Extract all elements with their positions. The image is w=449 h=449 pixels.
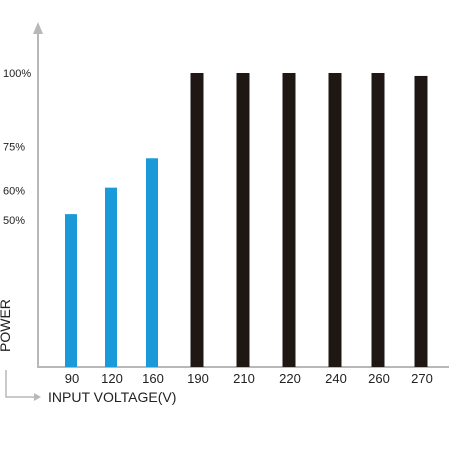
bar-120 bbox=[105, 187, 117, 367]
y-tick-50: 50% bbox=[3, 215, 25, 227]
x-tick-190: 190 bbox=[187, 371, 209, 386]
corner-arrow-head-icon bbox=[34, 393, 41, 401]
x-tick-270: 270 bbox=[411, 371, 433, 386]
bar-220 bbox=[282, 73, 296, 367]
bar-190 bbox=[190, 73, 204, 367]
bar-270 bbox=[414, 75, 428, 367]
y-tick-60: 60% bbox=[3, 186, 25, 198]
x-tick-260: 260 bbox=[368, 371, 390, 386]
bar-260 bbox=[371, 73, 385, 367]
x-tick-90: 90 bbox=[65, 371, 79, 386]
x-tick-240: 240 bbox=[325, 371, 347, 386]
corner-arrow-icon bbox=[5, 370, 34, 398]
x-tick-210: 210 bbox=[233, 371, 255, 386]
bar-90 bbox=[65, 214, 77, 367]
x-tick-160: 160 bbox=[142, 371, 164, 386]
y-tick-75: 75% bbox=[3, 142, 25, 154]
y-axis-title: POWER bbox=[0, 299, 13, 352]
x-tick-labels: 90 120 160 190 210 220 240 260 270 bbox=[65, 371, 433, 386]
y-axis-arrow-icon bbox=[33, 22, 43, 34]
bars-group bbox=[65, 73, 428, 367]
x-tick-120: 120 bbox=[101, 371, 123, 386]
bar-210 bbox=[236, 73, 250, 367]
y-tick-labels: 50% 60% 75% 100% bbox=[3, 68, 31, 227]
bar-160 bbox=[146, 158, 158, 367]
bar-240 bbox=[328, 73, 342, 367]
y-tick-100: 100% bbox=[3, 68, 31, 80]
x-tick-220: 220 bbox=[279, 371, 301, 386]
x-axis-title: INPUT VOLTAGE(V) bbox=[48, 389, 176, 405]
